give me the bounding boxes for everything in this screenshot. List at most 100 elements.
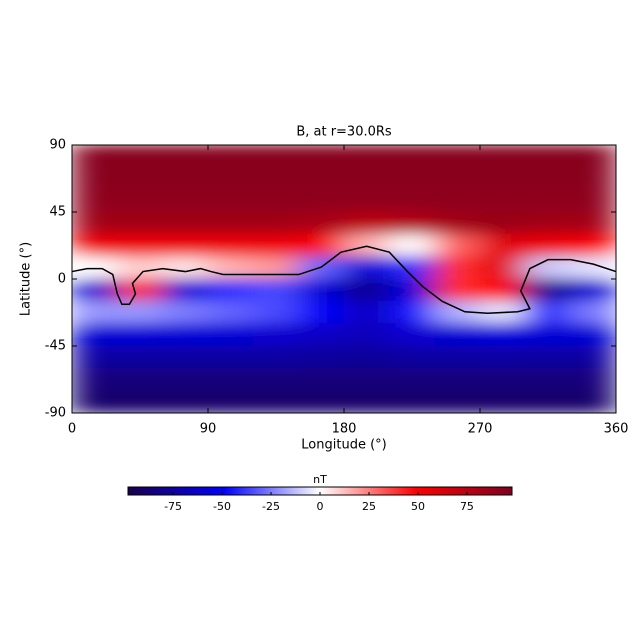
field-cell	[298, 390, 345, 413]
field-cell	[207, 166, 254, 191]
field-cell	[298, 166, 345, 191]
x-tick-label: 180	[332, 422, 357, 437]
field-cell	[570, 300, 616, 325]
field-cell	[524, 300, 572, 325]
field-cell	[162, 233, 209, 258]
field-cell	[434, 323, 481, 347]
field-cell	[434, 390, 481, 413]
field-cell	[434, 189, 481, 213]
field-cell	[207, 323, 254, 347]
field-cell	[207, 233, 254, 258]
field-cell	[524, 256, 572, 280]
colorbar-label: nT	[313, 473, 327, 486]
field-cell	[207, 256, 254, 280]
field-cell	[162, 300, 209, 325]
field-cell	[570, 211, 616, 235]
field-cell	[479, 166, 526, 191]
field-cell	[343, 390, 390, 413]
field-cell	[388, 390, 436, 413]
field-cell	[252, 323, 300, 347]
field-cell	[72, 189, 118, 213]
field-cell	[343, 367, 390, 392]
chart-title: B, at r=30.0Rs	[296, 125, 392, 140]
field-cell	[524, 211, 572, 235]
field-cell	[162, 278, 209, 302]
field-cell	[479, 145, 526, 168]
field-cell	[524, 390, 572, 413]
y-tick-label: -45	[45, 339, 66, 354]
field-cell	[72, 233, 118, 258]
field-cell	[570, 145, 616, 168]
field-cell	[72, 323, 118, 347]
x-tick-label: 360	[604, 422, 629, 437]
field-cell	[116, 166, 164, 191]
field-cell	[116, 390, 164, 413]
field-cell	[252, 390, 300, 413]
colorbar-tick-label: 75	[460, 500, 474, 513]
field-cell	[252, 367, 300, 392]
field-cell	[434, 166, 481, 191]
field-cell	[298, 211, 345, 235]
field-cell	[479, 278, 526, 302]
field-cell	[207, 189, 254, 213]
field-cell	[207, 211, 254, 235]
x-tick-label: 270	[468, 422, 493, 437]
field-cell	[434, 300, 481, 325]
colorbar-tick-label: 0	[317, 500, 324, 513]
y-axis-label: Latitude (°)	[19, 242, 34, 316]
field-cell	[162, 145, 209, 168]
field-cell	[479, 323, 526, 347]
field-cell	[479, 345, 526, 369]
field-cell	[479, 189, 526, 213]
field-cell	[252, 189, 300, 213]
field-cell	[298, 189, 345, 213]
field-cell	[524, 367, 572, 392]
field-cell	[434, 256, 481, 280]
field-cell	[207, 278, 254, 302]
field-cell	[524, 189, 572, 213]
field-cell	[72, 166, 118, 191]
field-cell	[162, 323, 209, 347]
field-cell	[479, 256, 526, 280]
field-cells	[72, 145, 616, 413]
y-tick-label: -90	[45, 406, 66, 421]
field-cell	[388, 166, 436, 191]
field-cell	[252, 211, 300, 235]
field-cell	[434, 145, 481, 168]
field-cell	[388, 300, 436, 325]
contour-line	[71, 245, 617, 314]
field-cell	[434, 211, 481, 235]
field-cell	[162, 390, 209, 413]
field-cell	[207, 145, 254, 168]
field-cell	[570, 367, 616, 392]
colorbar-tick-label: 25	[362, 500, 376, 513]
field-cell	[343, 345, 390, 369]
field-cell	[116, 145, 164, 168]
field-cell	[343, 278, 390, 302]
x-axis-label: Longitude (°)	[301, 438, 386, 453]
overlay: 0 90 180 270 360 -90 -45 0 45 90 -75 -50 -25 0 25 50 75	[45, 138, 629, 514]
field-cell	[116, 367, 164, 392]
y-tick-label: 45	[49, 205, 66, 220]
field-cell	[298, 278, 345, 302]
field-cell	[479, 367, 526, 392]
field-cell	[252, 278, 300, 302]
field-cell	[72, 300, 118, 325]
field-cell	[434, 233, 481, 258]
field-cell	[343, 300, 390, 325]
field-cell	[298, 145, 345, 168]
field-cell	[162, 345, 209, 369]
field-cell	[72, 211, 118, 235]
field-cell	[252, 300, 300, 325]
field-cell	[343, 145, 390, 168]
field-cell	[252, 233, 300, 258]
field-cell	[298, 345, 345, 369]
field-cell	[524, 233, 572, 258]
field-cell	[116, 256, 164, 280]
field-cell	[388, 278, 436, 302]
field-cell	[116, 278, 164, 302]
field-cell	[72, 278, 118, 302]
field-cell	[298, 233, 345, 258]
y-tick-label: 0	[58, 272, 66, 287]
